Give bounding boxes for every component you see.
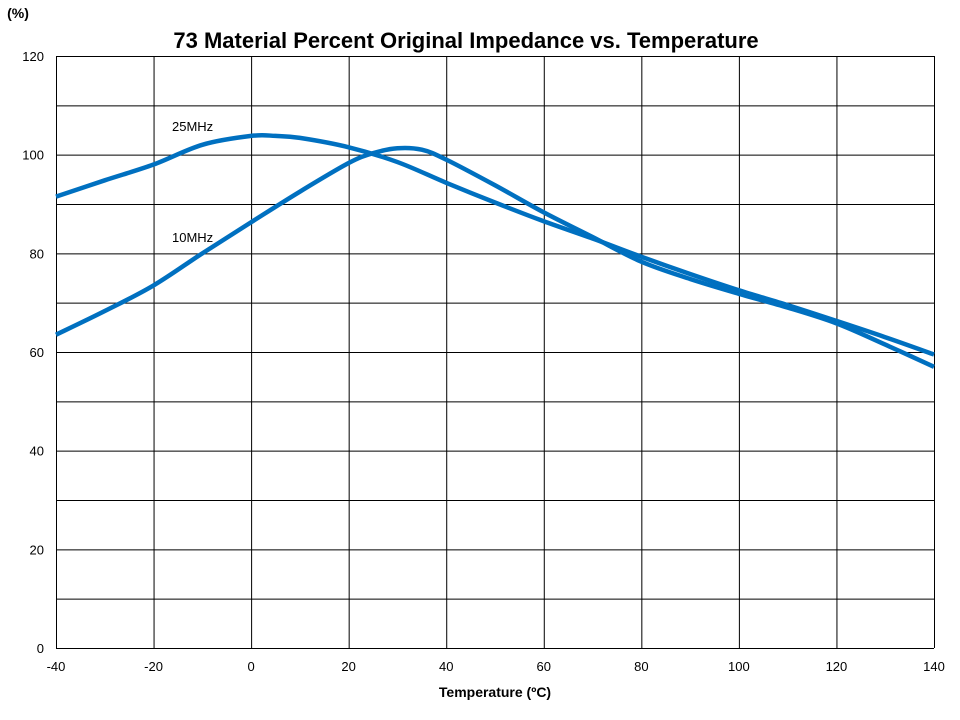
x-tick-label: 0 (247, 659, 254, 674)
series-label-10mhz: 10MHz (172, 230, 213, 245)
x-tick-label: 60 (537, 659, 551, 674)
tick-labels: 0 20 40 60 80 100 120 -40 -20 0 20 40 60 80 100 120 140 (22, 49, 945, 674)
y-tick-label: 80 (30, 246, 44, 261)
y-tick-label: 120 (22, 49, 44, 64)
x-axis-label: Temperature (ºC) (439, 684, 551, 700)
x-tick-label: 140 (923, 659, 945, 674)
y-tick-label: 100 (22, 148, 44, 163)
x-tick-label: 20 (341, 659, 355, 674)
chart-title: 73 Material Percent Original Impedance v… (173, 28, 758, 53)
y-tick-label: 20 (30, 542, 44, 557)
y-tick-label: 60 (30, 345, 44, 360)
x-tick-label: 100 (728, 659, 750, 674)
x-tick-label: 120 (826, 659, 848, 674)
grid (56, 56, 935, 649)
x-tick-label: -20 (144, 659, 163, 674)
x-tick-label: 40 (439, 659, 453, 674)
series-lines (55, 132, 935, 369)
series-label-25mhz: 25MHz (172, 119, 213, 134)
y-tick-label: 0 (37, 641, 44, 656)
y-axis-label: (%) (7, 5, 29, 21)
series-line-25mhz (55, 132, 935, 357)
y-tick-label: 40 (30, 444, 44, 459)
series-labels: 25MHz 10MHz (172, 119, 213, 245)
series-line-10mhz (55, 145, 935, 369)
x-tick-label: 80 (634, 659, 648, 674)
x-tick-label: -40 (47, 659, 66, 674)
